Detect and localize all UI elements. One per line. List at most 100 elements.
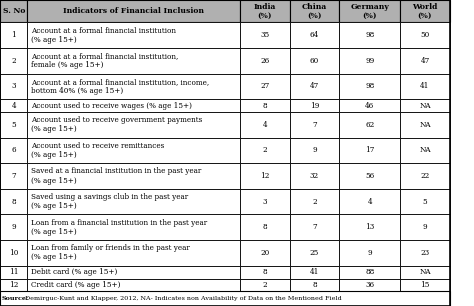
Text: 10: 10: [9, 249, 18, 257]
Bar: [0, 266, 27, 278]
Bar: [0, 163, 27, 189]
Text: World
(%): World (%): [412, 2, 438, 20]
Bar: [0, 215, 27, 240]
Text: 20: 20: [260, 249, 269, 257]
Bar: [290, 48, 339, 73]
Text: 41: 41: [420, 82, 429, 90]
Bar: [339, 138, 400, 163]
Bar: [0, 22, 27, 48]
Text: 4: 4: [367, 198, 372, 206]
Text: 46: 46: [365, 102, 374, 110]
Text: 5: 5: [11, 121, 16, 129]
Bar: [27, 138, 240, 163]
Text: 64: 64: [310, 31, 319, 39]
Text: Source:: Source:: [2, 296, 29, 301]
Text: Account at a formal financial institution
(% age 15+): Account at a formal financial institutio…: [31, 27, 176, 44]
Text: Account at a formal financial institution,
female (% age 15+): Account at a formal financial institutio…: [31, 52, 178, 69]
Bar: [290, 278, 339, 291]
Bar: [27, 0, 240, 22]
Text: NA: NA: [419, 268, 431, 276]
Bar: [27, 22, 240, 48]
Bar: [400, 22, 450, 48]
Text: 8: 8: [312, 281, 317, 289]
Text: Account used to receive wages (% age 15+): Account used to receive wages (% age 15+…: [31, 102, 192, 110]
Text: NA: NA: [419, 146, 431, 155]
Bar: [339, 278, 400, 291]
Text: 15: 15: [420, 281, 429, 289]
Bar: [339, 48, 400, 73]
Text: 3: 3: [263, 198, 267, 206]
Text: 50: 50: [420, 31, 429, 39]
Bar: [400, 189, 450, 215]
Text: 47: 47: [420, 57, 429, 65]
Bar: [240, 138, 290, 163]
Text: Debit card (% age 15+): Debit card (% age 15+): [31, 268, 117, 276]
Bar: [400, 266, 450, 278]
Bar: [0, 240, 27, 266]
Text: 9: 9: [423, 223, 427, 231]
Text: India
(%): India (%): [254, 2, 276, 20]
Bar: [290, 266, 339, 278]
Text: 2: 2: [11, 57, 16, 65]
Text: 25: 25: [310, 249, 319, 257]
Bar: [290, 112, 339, 138]
Text: S. No: S. No: [2, 7, 25, 15]
Text: 2: 2: [312, 198, 317, 206]
Bar: [240, 112, 290, 138]
Bar: [0, 112, 27, 138]
Bar: [240, 163, 290, 189]
Bar: [339, 163, 400, 189]
Bar: [0, 138, 27, 163]
Text: 4: 4: [263, 121, 267, 129]
Text: 8: 8: [263, 268, 267, 276]
Text: 9: 9: [367, 249, 372, 257]
Bar: [27, 163, 240, 189]
Text: 98: 98: [365, 31, 374, 39]
Bar: [0, 189, 27, 215]
Text: 7: 7: [11, 172, 16, 180]
Bar: [290, 73, 339, 99]
Bar: [400, 163, 450, 189]
Bar: [290, 215, 339, 240]
Text: Account used to receive government payments
(% age 15+): Account used to receive government payme…: [31, 116, 202, 133]
Text: 7: 7: [312, 223, 317, 231]
Bar: [240, 99, 290, 112]
Text: 17: 17: [365, 146, 374, 155]
Bar: [339, 0, 400, 22]
Bar: [0, 278, 27, 291]
Text: 12: 12: [260, 172, 269, 180]
Text: 3: 3: [11, 82, 16, 90]
Bar: [400, 240, 450, 266]
Bar: [240, 278, 290, 291]
Bar: [339, 240, 400, 266]
Text: Loan from family or friends in the past year
(% age 15+): Loan from family or friends in the past …: [31, 244, 190, 262]
Bar: [400, 138, 450, 163]
Text: 7: 7: [312, 121, 317, 129]
Text: 36: 36: [365, 281, 374, 289]
Text: 5: 5: [423, 198, 427, 206]
Text: Saved using a savings club in the past year
(% age 15+): Saved using a savings club in the past y…: [31, 193, 188, 210]
Text: 62: 62: [365, 121, 374, 129]
Bar: [400, 99, 450, 112]
Bar: [0, 99, 27, 112]
Bar: [290, 138, 339, 163]
Text: NA: NA: [419, 102, 431, 110]
Text: 88: 88: [365, 268, 374, 276]
Text: Saved at a financial institution in the past year
(% age 15+): Saved at a financial institution in the …: [31, 167, 201, 185]
Bar: [27, 73, 240, 99]
Text: NA: NA: [419, 121, 431, 129]
Text: Germany
(%): Germany (%): [350, 2, 389, 20]
Text: 12: 12: [9, 281, 18, 289]
Bar: [27, 215, 240, 240]
Bar: [339, 99, 400, 112]
Text: 9: 9: [11, 223, 16, 231]
Text: 2: 2: [263, 281, 267, 289]
Bar: [27, 99, 240, 112]
Bar: [240, 266, 290, 278]
Bar: [339, 73, 400, 99]
Text: 22: 22: [420, 172, 429, 180]
Bar: [0, 0, 27, 22]
Text: 8: 8: [11, 198, 16, 206]
Bar: [400, 112, 450, 138]
Text: 2: 2: [263, 146, 267, 155]
